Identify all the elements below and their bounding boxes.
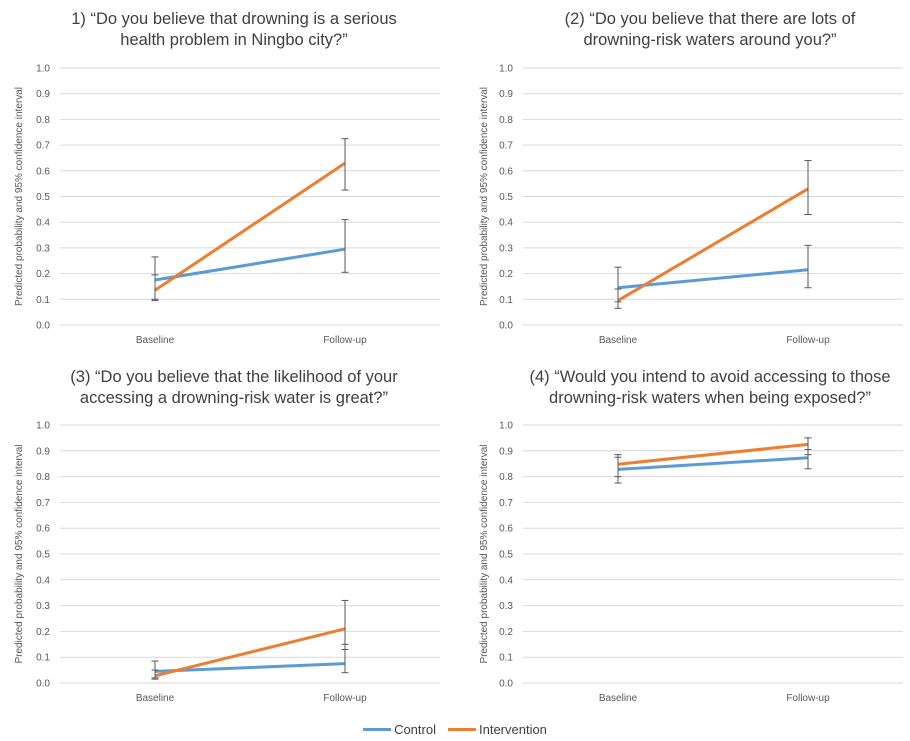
legend-swatch-control bbox=[363, 728, 392, 731]
y-tick-label: 0.5 bbox=[499, 550, 513, 561]
y-tick-label: 0.1 bbox=[499, 653, 513, 664]
y-tick-label: 0.8 bbox=[36, 472, 50, 483]
y-tick-label: 0.4 bbox=[499, 218, 513, 229]
y-tick-label: 0.2 bbox=[499, 627, 513, 638]
chart-panel-4: (4) “Would you intend to avoid accessing… bbox=[479, 368, 903, 704]
y-tick-label: 0.9 bbox=[499, 89, 513, 100]
y-axis-label: Predicted probability and 95% confidence… bbox=[14, 87, 25, 306]
error-bar-control bbox=[804, 244, 812, 289]
y-tick-label: 0.0 bbox=[499, 321, 513, 332]
y-tick-label: 0.1 bbox=[499, 295, 513, 306]
y-tick-label: 0.0 bbox=[36, 679, 50, 690]
y-tick-label: 0.2 bbox=[36, 627, 50, 638]
y-tick-label: 0.8 bbox=[36, 115, 50, 126]
error-bar-intervention bbox=[341, 599, 349, 650]
chart-title-line: drowning-risk waters around you?” bbox=[583, 31, 836, 49]
legend-label-intervention: Intervention bbox=[478, 722, 547, 737]
y-tick-label: 0.6 bbox=[36, 524, 50, 535]
chart-panel-3: (3) “Do you believe that the likelihood … bbox=[14, 368, 440, 704]
y-tick-label: 0.3 bbox=[499, 601, 513, 612]
legend-item-intervention: Intervention bbox=[447, 722, 547, 737]
series-line-intervention bbox=[154, 161, 346, 292]
chart-panel-1: 1) “Do you believe that drowning is a se… bbox=[14, 10, 440, 346]
y-tick-label: 0.9 bbox=[36, 446, 50, 457]
y-axis-label: Predicted probability and 95% confidence… bbox=[479, 444, 490, 663]
y-tick-label: 1.0 bbox=[36, 64, 50, 75]
error-bar-intervention bbox=[341, 138, 349, 191]
error-bar-control bbox=[341, 219, 349, 273]
y-tick-label: 0.8 bbox=[499, 472, 513, 483]
y-tick-label: 0.6 bbox=[36, 166, 50, 177]
series-line-control bbox=[154, 247, 346, 282]
error-bar-intervention bbox=[804, 160, 812, 215]
chart-title-line: health problem in Ningbo city?” bbox=[120, 31, 347, 49]
y-tick-label: 1.0 bbox=[499, 421, 513, 432]
y-tick-label: 0.0 bbox=[499, 679, 513, 690]
legend: Control Intervention bbox=[0, 722, 910, 737]
series-line-control bbox=[154, 662, 346, 673]
y-axis-label: Predicted probability and 95% confidence… bbox=[14, 444, 25, 663]
y-tick-label: 1.0 bbox=[36, 421, 50, 432]
chart-panel-2: (2) “Do you believe that there are lots … bbox=[479, 10, 903, 346]
chart-title-line: 1) “Do you believe that drowning is a se… bbox=[71, 10, 397, 28]
x-tick-label: Baseline bbox=[136, 693, 175, 704]
chart-title-line: (4) “Would you intend to avoid accessing… bbox=[529, 368, 890, 386]
x-tick-label: Follow-up bbox=[786, 335, 830, 346]
y-tick-label: 0.7 bbox=[499, 498, 513, 509]
y-tick-label: 0.3 bbox=[499, 243, 513, 254]
y-tick-label: 0.2 bbox=[499, 269, 513, 280]
legend-label-control: Control bbox=[394, 722, 436, 737]
y-tick-label: 0.4 bbox=[36, 218, 50, 229]
y-tick-label: 0.5 bbox=[36, 550, 50, 561]
series-line-intervention bbox=[617, 187, 809, 302]
y-tick-label: 0.0 bbox=[36, 321, 50, 332]
x-tick-label: Baseline bbox=[136, 335, 175, 346]
legend-item-control: Control bbox=[363, 722, 436, 737]
chart-title-line: (3) “Do you believe that the likelihood … bbox=[70, 368, 398, 386]
y-tick-label: 0.5 bbox=[36, 192, 50, 203]
y-tick-label: 0.4 bbox=[499, 575, 513, 586]
y-tick-label: 0.7 bbox=[36, 141, 50, 152]
y-tick-label: 0.8 bbox=[499, 115, 513, 126]
y-tick-label: 0.5 bbox=[499, 192, 513, 203]
y-tick-label: 0.3 bbox=[36, 601, 50, 612]
error-bar-intervention bbox=[614, 288, 622, 309]
x-tick-label: Baseline bbox=[599, 693, 638, 704]
y-tick-label: 0.2 bbox=[36, 269, 50, 280]
y-tick-label: 0.6 bbox=[499, 166, 513, 177]
y-tick-label: 0.1 bbox=[36, 653, 50, 664]
series-line-control bbox=[617, 268, 809, 290]
error-bar-intervention bbox=[151, 256, 159, 302]
y-tick-label: 0.7 bbox=[499, 141, 513, 152]
y-axis-label: Predicted probability and 95% confidence… bbox=[479, 87, 490, 306]
y-tick-label: 0.4 bbox=[36, 575, 50, 586]
y-tick-label: 0.9 bbox=[499, 446, 513, 457]
series-line-intervention bbox=[617, 442, 809, 466]
y-tick-label: 0.7 bbox=[36, 498, 50, 509]
chart-title-line: (2) “Do you believe that there are lots … bbox=[565, 10, 856, 28]
chart-title-line: accessing a drowning-risk water is great… bbox=[80, 389, 388, 407]
series-line-control bbox=[617, 456, 809, 471]
error-bar-intervention bbox=[151, 669, 159, 680]
series-line-intervention bbox=[154, 627, 346, 678]
error-bar-intervention bbox=[804, 437, 812, 456]
x-tick-label: Baseline bbox=[599, 335, 638, 346]
x-tick-label: Follow-up bbox=[786, 693, 830, 704]
chart-title-line: drowning-risk waters when being exposed?… bbox=[549, 389, 871, 407]
y-tick-label: 0.9 bbox=[36, 89, 50, 100]
legend-swatch-intervention bbox=[447, 728, 476, 731]
y-tick-label: 0.1 bbox=[36, 295, 50, 306]
x-tick-label: Follow-up bbox=[323, 693, 367, 704]
x-tick-label: Follow-up bbox=[323, 335, 367, 346]
error-bar-intervention bbox=[614, 454, 622, 478]
y-tick-label: 0.3 bbox=[36, 243, 50, 254]
y-tick-label: 1.0 bbox=[499, 64, 513, 75]
y-tick-label: 0.6 bbox=[499, 524, 513, 535]
